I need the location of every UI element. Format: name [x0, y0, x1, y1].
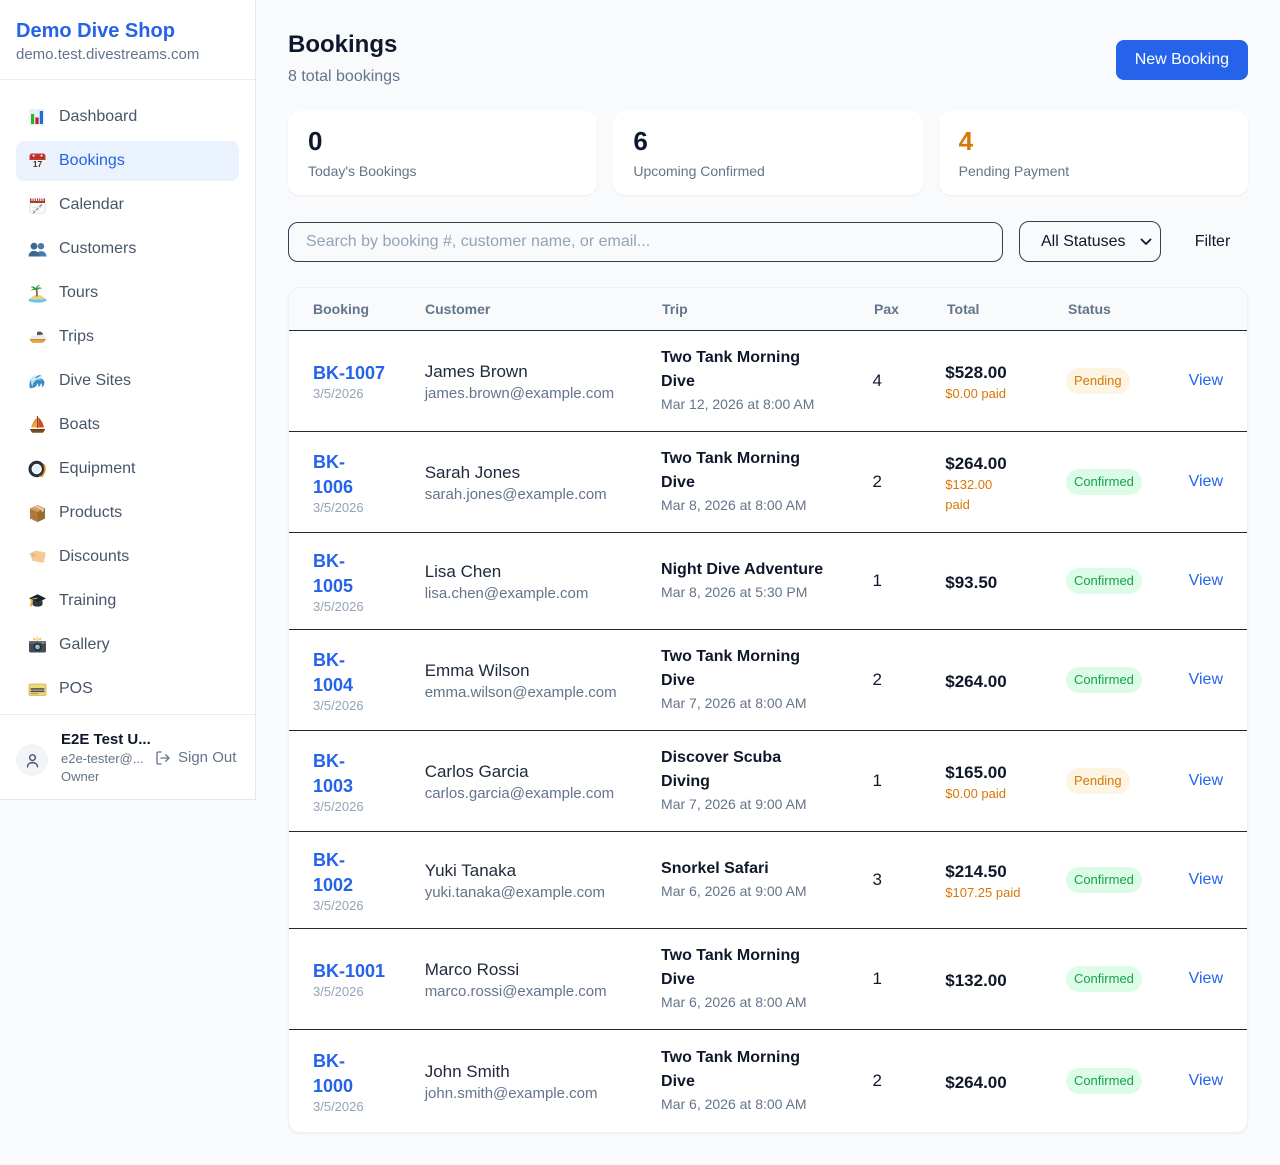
svg-text:17: 17: [33, 159, 43, 169]
